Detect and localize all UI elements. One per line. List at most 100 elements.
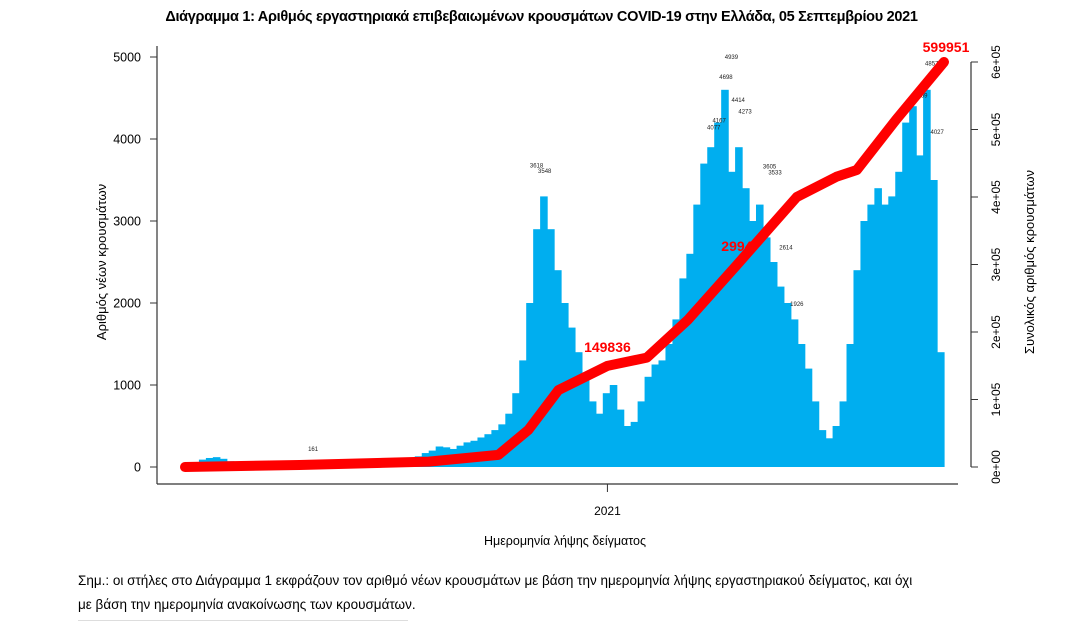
y-tick-label: 3000 xyxy=(113,215,141,229)
bar xyxy=(867,204,875,467)
bar xyxy=(686,253,694,467)
bar xyxy=(491,430,499,467)
bar-data-label: 4167 xyxy=(712,118,726,124)
bar xyxy=(665,344,674,467)
bar xyxy=(595,413,604,467)
bar xyxy=(588,401,597,467)
bar xyxy=(804,368,813,467)
cumulative-labels-group: 149836 2994 599951 xyxy=(584,39,970,355)
bar xyxy=(581,376,590,467)
bar xyxy=(547,229,555,467)
bar xyxy=(540,196,548,467)
bar xyxy=(769,262,778,467)
bar xyxy=(846,344,855,467)
axes-group: 0 1000 2000 3000 4000 5000 0e+00 1e+05 2e+05 3e+0… xyxy=(113,45,1003,518)
bar-data-label: 4273 xyxy=(738,110,752,116)
bar xyxy=(526,303,534,467)
y-tick-label: 4000 xyxy=(113,133,141,147)
bar-data-label: 2614 xyxy=(779,246,793,252)
y-axis-label: Αριθμός νέων κρουσμάτων xyxy=(94,184,109,340)
y2-tick-label: 1e+05 xyxy=(989,382,1003,416)
bar xyxy=(693,204,701,467)
bar xyxy=(902,122,910,467)
bars-group xyxy=(185,89,945,468)
x-tick-label: 2021 xyxy=(594,504,621,518)
bar xyxy=(923,89,931,468)
bar xyxy=(616,409,625,467)
divider xyxy=(78,620,408,621)
bar-data-label: 3548 xyxy=(538,169,552,175)
y2-tick-label: 4e+05 xyxy=(989,180,1003,214)
bar xyxy=(637,401,646,467)
bar xyxy=(512,393,520,467)
y2-tick-label: 5e+05 xyxy=(989,112,1003,146)
bar xyxy=(742,188,750,467)
y-tick-label: 0 xyxy=(134,461,141,475)
bar xyxy=(755,204,764,467)
bar-data-label: 1926 xyxy=(790,302,804,308)
cumulative-line xyxy=(180,57,949,472)
bar xyxy=(602,393,611,467)
x-axis-label: Ημερομηνία λήψης δείγματος xyxy=(484,534,646,548)
bar-data-label: 4857 xyxy=(925,62,939,68)
bar xyxy=(644,376,653,467)
bar xyxy=(811,401,820,467)
chart-title: Διάγραμμα 1: Αριθμός εργαστηριακά επιβεβ… xyxy=(165,9,918,25)
bar xyxy=(881,204,889,467)
bar xyxy=(554,270,562,467)
y2-tick-label: 6e+05 xyxy=(989,45,1003,79)
bar-data-label: 3605 xyxy=(763,164,777,170)
bar xyxy=(916,155,924,467)
bar xyxy=(832,426,841,467)
bar xyxy=(749,221,757,467)
bar xyxy=(679,278,687,467)
bar xyxy=(707,147,715,467)
bar xyxy=(651,364,660,467)
bar xyxy=(519,360,527,467)
bar-data-label: 4077 xyxy=(707,126,721,132)
bar xyxy=(762,237,771,467)
bar xyxy=(909,106,917,467)
bar xyxy=(825,438,834,467)
bar xyxy=(484,434,492,467)
y2-tick-label: 2e+05 xyxy=(989,315,1003,349)
bar xyxy=(930,180,938,467)
y-tick-label: 1000 xyxy=(113,379,141,393)
bar xyxy=(609,385,618,467)
bar xyxy=(728,171,736,468)
y-tick-label: 5000 xyxy=(113,51,141,65)
footnote-line-2: με βάση την ημερομηνία ανακοίνωσης των κ… xyxy=(78,597,416,612)
chart: 1613618354840774167469849394414427336053… xyxy=(94,39,1037,548)
bar xyxy=(735,147,743,467)
bar xyxy=(567,327,576,467)
bar xyxy=(783,303,792,467)
bar xyxy=(623,426,632,467)
y2-tick-label: 0e+00 xyxy=(989,450,1003,484)
bar xyxy=(574,352,583,467)
bar xyxy=(533,229,541,467)
bar xyxy=(895,171,903,468)
bar-data-label: 3618 xyxy=(530,163,544,169)
bar xyxy=(860,221,869,467)
bar-data-label: 161 xyxy=(308,447,319,453)
bar xyxy=(658,360,667,467)
bar xyxy=(672,319,680,467)
cumulative-data-label: 2994 xyxy=(721,238,752,254)
y-tick-label: 2000 xyxy=(113,297,141,311)
bar xyxy=(714,122,722,467)
bar xyxy=(853,270,862,467)
bar xyxy=(937,352,945,467)
bar xyxy=(839,401,848,467)
bar-data-label: 4698 xyxy=(719,75,733,81)
bar xyxy=(700,163,708,467)
bar xyxy=(818,430,827,467)
cumulative-data-label: 149836 xyxy=(584,339,631,355)
bar xyxy=(888,196,896,467)
cumulative-data-label: 599951 xyxy=(923,39,970,55)
bar xyxy=(797,344,806,467)
bar-data-label: 4414 xyxy=(732,98,746,104)
y2-tick-label: 3e+05 xyxy=(989,247,1003,281)
footnote-line-1: Σημ.: οι στήλες στο Διάγραμμα 1 εκφράζου… xyxy=(78,573,913,588)
bar-data-label: 4027 xyxy=(931,130,945,136)
